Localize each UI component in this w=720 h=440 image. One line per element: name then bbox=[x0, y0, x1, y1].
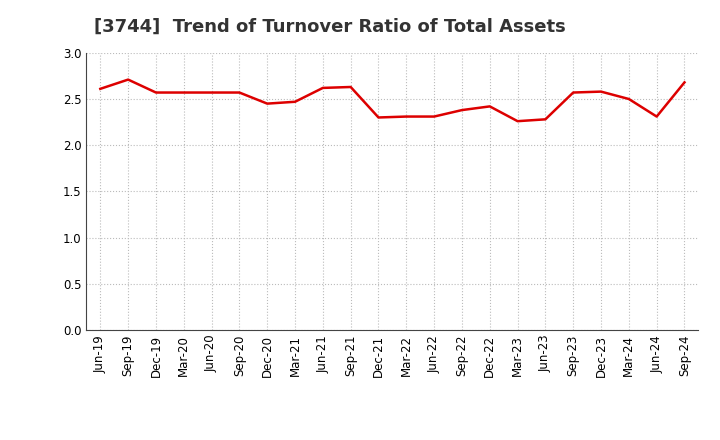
Text: [3744]  Trend of Turnover Ratio of Total Assets: [3744] Trend of Turnover Ratio of Total … bbox=[94, 18, 565, 36]
